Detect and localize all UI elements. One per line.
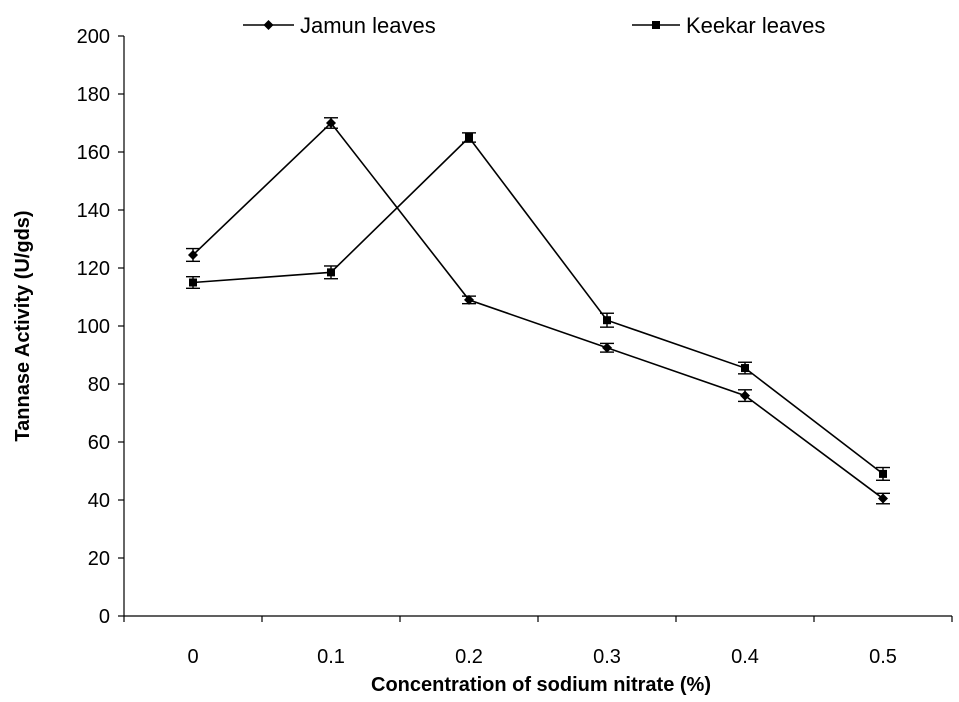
y-tick-label: 80 — [88, 374, 110, 396]
data-point-jamun-leaves — [878, 493, 888, 504]
series-jamun-leaves — [186, 117, 890, 505]
series-line-jamun-leaves — [192, 121, 884, 500]
legend-item-jamun-leaves: Jamun leaves — [243, 13, 436, 38]
x-tick-label: 0.2 — [455, 646, 483, 668]
y-tick-label: 40 — [88, 490, 110, 512]
data-point-jamun-leaves — [740, 390, 750, 401]
x-tick-label: 0.4 — [731, 646, 759, 668]
axes — [123, 36, 952, 617]
x-axis-title: Concentration of sodium nitrate (%) — [371, 674, 711, 696]
x-tick-label: 0.5 — [869, 646, 897, 668]
series-line-keekar-leaves — [192, 136, 884, 475]
data-point-keekar-leaves — [327, 268, 335, 277]
data-point-keekar-leaves — [603, 316, 611, 325]
y-tick-label: 20 — [88, 548, 110, 570]
data-point-jamun-leaves — [602, 342, 612, 353]
y-axis-title: Tannase Activity (U/gds) — [12, 210, 34, 441]
legend-marker — [652, 21, 660, 29]
data-point-keekar-leaves — [189, 278, 197, 287]
legend-marker — [263, 20, 274, 30]
y-tick-label: 0 — [99, 606, 110, 628]
data-point-jamun-leaves — [188, 249, 198, 260]
x-tick-label: 0.3 — [593, 646, 621, 668]
y-tick-label: 200 — [77, 26, 110, 48]
data-point-keekar-leaves — [741, 364, 749, 373]
data-point-keekar-leaves — [465, 133, 473, 142]
data-point-keekar-leaves — [879, 469, 887, 478]
series — [186, 117, 890, 505]
x-tick-label: 0 — [187, 646, 198, 668]
y-tick-label: 120 — [77, 258, 110, 280]
y-tick-label: 60 — [88, 432, 110, 454]
x-tick-label: 0.1 — [317, 646, 345, 668]
legend-item-keekar-leaves: Keekar leaves — [632, 13, 825, 38]
legend: Jamun leaves Keekar leaves — [243, 13, 825, 38]
y-tick-label: 140 — [77, 200, 110, 222]
y-tick-label: 160 — [77, 142, 110, 164]
ticks: 0 20 40 60 80 100 120 140 160 180 200 0 0.1 0.2 0.3 0.4… — [77, 26, 953, 668]
legend-label: Jamun leaves — [300, 13, 436, 38]
data-point-jamun-leaves — [464, 294, 474, 305]
series-keekar-leaves — [186, 132, 890, 481]
legend-label: Keekar leaves — [686, 13, 825, 38]
data-point-jamun-leaves — [326, 118, 336, 128]
y-tick-label: 100 — [77, 316, 110, 338]
y-tick-label: 180 — [77, 84, 110, 106]
